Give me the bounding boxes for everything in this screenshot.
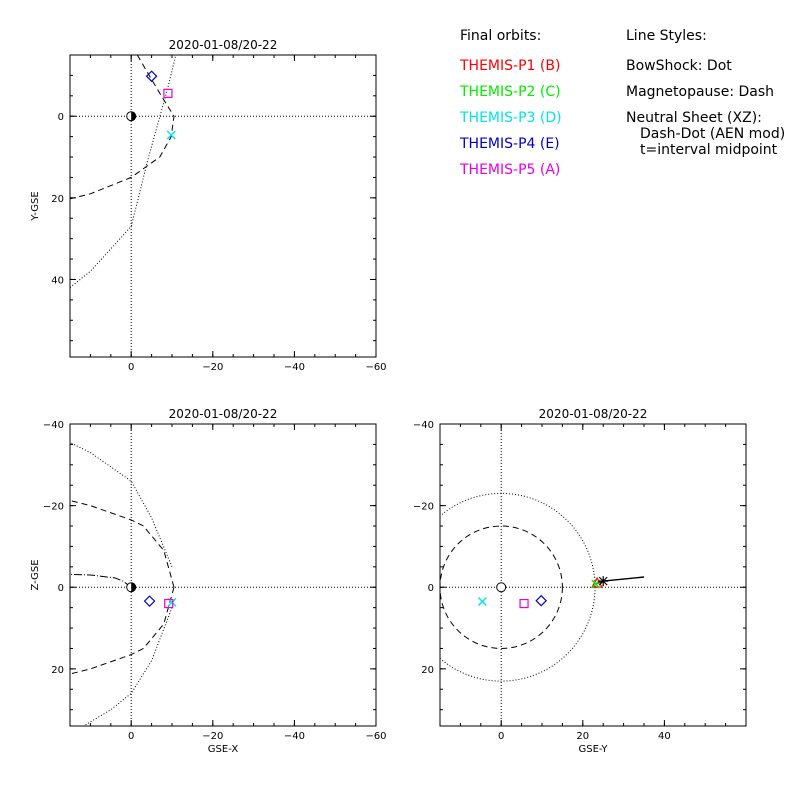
y-axis-label: Y-GSE bbox=[30, 191, 41, 221]
x-axis-label: GSE-X bbox=[208, 744, 239, 755]
line-styles-title: Line Styles: bbox=[626, 28, 707, 44]
x-tick-label: 40 bbox=[658, 731, 671, 742]
bowshock-upper-line bbox=[82, 607, 173, 726]
probe-p5-marker bbox=[164, 598, 174, 609]
probe-p3-marker bbox=[477, 597, 487, 607]
y-tick-label: 20 bbox=[421, 665, 434, 676]
y-tick-label: 0 bbox=[428, 583, 434, 594]
plot-frame bbox=[439, 423, 747, 727]
legend-item-p1: THEMIS-P1 (B) bbox=[459, 58, 560, 74]
y-axis-label: Z-GSE bbox=[30, 559, 41, 590]
x-tick-label: −60 bbox=[365, 362, 386, 373]
line-style-neutral-sheet: Neutral Sheet (XZ): bbox=[626, 110, 762, 126]
midpoint-marker bbox=[598, 576, 609, 587]
bowshock-line bbox=[70, 55, 177, 289]
plot-frame bbox=[69, 54, 377, 358]
x-tick-label: 0 bbox=[128, 362, 134, 373]
probe-p3-marker bbox=[166, 130, 176, 140]
x-tick-label: −40 bbox=[284, 731, 305, 742]
magnetopause-line bbox=[70, 55, 175, 200]
legend-item-p2: THEMIS-P2 (C) bbox=[459, 84, 561, 100]
panel-data-yz bbox=[440, 492, 645, 682]
magnetopause-upper-line bbox=[70, 587, 175, 675]
probe-p5-marker bbox=[519, 598, 529, 609]
plot-title: 2020-01-08/20-22 bbox=[169, 38, 278, 52]
magnetopause-lower-line bbox=[70, 499, 175, 588]
x-tick-label: 20 bbox=[576, 731, 589, 742]
plot-title: 2020-01-08/20-22 bbox=[539, 407, 648, 421]
y-tick-label: 20 bbox=[51, 194, 64, 205]
final-orbits-legend: Final orbits: THEMIS-P1 (B) THEMIS-P2 (C… bbox=[459, 28, 562, 178]
x-tick-label: −20 bbox=[202, 731, 223, 742]
line-style-dash-dot: Dash-Dot (AEN mod) bbox=[640, 126, 785, 142]
legend-item-p5: THEMIS-P5 (A) bbox=[459, 162, 560, 178]
y-tick-label: −20 bbox=[43, 502, 64, 513]
x-tick-label: −60 bbox=[365, 731, 386, 742]
line-style-magnetopause: Magnetopause: Dash bbox=[626, 84, 774, 100]
earth-night-side bbox=[131, 582, 136, 592]
y-tick-label: −20 bbox=[413, 502, 434, 513]
probe-p4-marker bbox=[535, 594, 548, 607]
plot-frame bbox=[69, 423, 377, 727]
panel-xy: 2020-01-08/20-22 0 −20 −40 −60 0 20 40 Y-GSE bbox=[30, 38, 387, 373]
line-style-bowshock: BowShock: Dot bbox=[626, 58, 732, 74]
y-tick-label: 40 bbox=[51, 275, 64, 286]
probe-p5-marker bbox=[163, 88, 173, 98]
earth-night-side bbox=[131, 111, 136, 121]
probe-p4-marker bbox=[143, 595, 156, 607]
x-axis-label: GSE-Y bbox=[579, 744, 609, 755]
panel-yz: 2020-01-08/20-22 0 20 40 20 0 −20 −40 GSE-Y bbox=[413, 407, 747, 755]
x-tick-label: 0 bbox=[128, 731, 134, 742]
y-tick-label: −40 bbox=[43, 420, 64, 431]
neutral-sheet-line bbox=[70, 573, 132, 588]
x-tick-label: 0 bbox=[498, 731, 504, 742]
orbit-trajectory bbox=[596, 576, 645, 584]
y-tick-label: −40 bbox=[413, 420, 434, 431]
y-tick-label: 20 bbox=[51, 665, 64, 676]
line-style-midpoint: t=interval midpoint bbox=[640, 142, 778, 158]
legend-title: Final orbits: bbox=[460, 28, 541, 44]
y-tick-label: 0 bbox=[58, 583, 64, 594]
earth-marker bbox=[496, 582, 507, 593]
panel-data-xz bbox=[70, 441, 177, 726]
probe-p4-marker bbox=[145, 70, 158, 83]
bowshock-lower-line bbox=[70, 441, 173, 567]
panel-xz: 2020-01-08/20-22 0 −20 −40 −60 20 0 −20 −40 GSE-X… bbox=[30, 407, 387, 755]
legend-item-p3: THEMIS-P3 (D) bbox=[459, 110, 562, 126]
x-tick-label: −20 bbox=[202, 362, 223, 373]
panel-data-xy bbox=[70, 55, 177, 289]
plot-title: 2020-01-08/20-22 bbox=[169, 407, 278, 421]
line-styles-legend: Line Styles: BowShock: Dot Magnetopause:… bbox=[626, 28, 785, 158]
y-tick-label: 0 bbox=[58, 112, 64, 123]
x-tick-label: −40 bbox=[284, 362, 305, 373]
magnetopause-circle bbox=[440, 525, 563, 649]
legend-item-p4: THEMIS-P4 (E) bbox=[459, 136, 560, 152]
